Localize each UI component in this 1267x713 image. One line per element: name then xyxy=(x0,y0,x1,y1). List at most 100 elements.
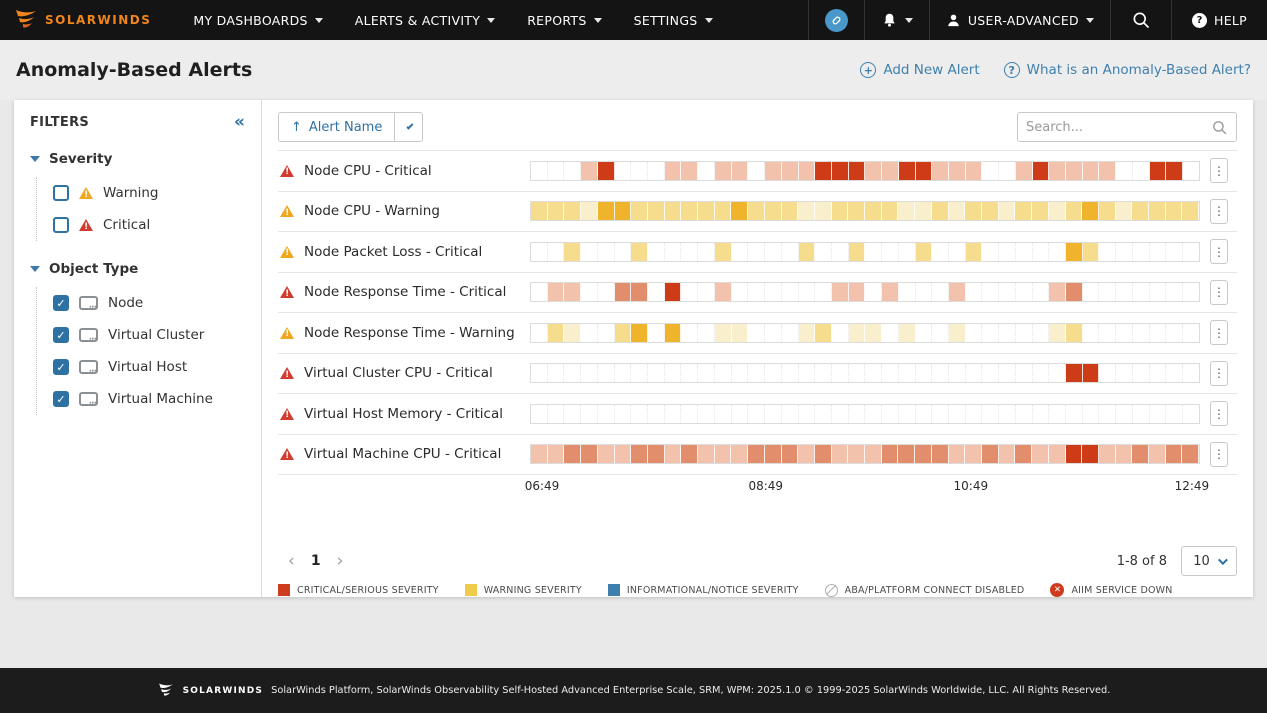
heatmap-cell xyxy=(664,161,682,180)
heatmap-cell xyxy=(698,364,715,383)
heatmap-cell xyxy=(597,445,615,464)
solarwinds-footer-logo-icon xyxy=(158,683,173,696)
help-button[interactable]: ? HELP xyxy=(1171,0,1267,40)
checkbox[interactable] xyxy=(53,185,69,201)
anomaly-heatmap[interactable] xyxy=(530,444,1200,465)
heatmap-cell xyxy=(781,202,799,221)
filter-node[interactable]: Node xyxy=(53,287,245,319)
heatmap-cell xyxy=(982,283,1000,302)
heatmap-cell xyxy=(799,404,816,423)
heatmap-cell xyxy=(815,323,832,342)
heatmap-cell xyxy=(715,404,732,423)
heatmap-cell xyxy=(1065,202,1083,221)
nav-settings[interactable]: SETTINGS xyxy=(618,0,729,40)
anomaly-heatmap[interactable] xyxy=(530,241,1200,262)
sort-options-dropdown[interactable] xyxy=(395,112,424,142)
nav-my-dashboards[interactable]: MY DASHBOARDS xyxy=(177,0,338,40)
heatmap-cell xyxy=(982,323,1000,342)
checkbox[interactable] xyxy=(53,391,69,407)
heatmap-cell xyxy=(949,242,966,261)
checkbox[interactable] xyxy=(53,327,69,343)
alert-name[interactable]: Virtual Machine CPU - Critical xyxy=(304,446,502,463)
heatmap-cell xyxy=(1083,283,1100,302)
sort-alert-name-button[interactable]: ↑ Alert Name xyxy=(278,112,396,142)
filter-warning[interactable]: Warning xyxy=(53,177,245,209)
next-page-button[interactable]: › xyxy=(336,551,344,571)
alert-name[interactable]: Node Response Time - Critical xyxy=(304,284,507,301)
filter-section-object-type-header[interactable]: Object Type xyxy=(30,261,245,277)
row-menu-button[interactable]: ⋮ xyxy=(1210,441,1228,467)
anomaly-heatmap[interactable] xyxy=(530,201,1200,222)
what-is-anomaly-alert-link[interactable]: ? What is an Anomaly-Based Alert? xyxy=(1003,62,1251,78)
heatmap-cell xyxy=(765,323,782,342)
row-menu-button[interactable]: ⋮ xyxy=(1210,198,1228,224)
anomaly-heatmap[interactable] xyxy=(530,322,1200,343)
heatmap-cell xyxy=(915,161,933,180)
collapse-panel-icon[interactable]: « xyxy=(234,112,245,132)
row-menu-button[interactable]: ⋮ xyxy=(1210,239,1228,265)
row-menu-button[interactable]: ⋮ xyxy=(1210,360,1228,386)
filter-virtual-cluster[interactable]: Virtual Cluster xyxy=(53,319,245,351)
heatmap-cell xyxy=(665,404,682,423)
solarwinds-logo[interactable]: SOLARWINDS xyxy=(14,9,151,31)
filter-critical[interactable]: Critical xyxy=(53,209,245,241)
user-menu[interactable]: USER-ADVANCED xyxy=(928,0,1110,40)
anomaly-heatmap[interactable] xyxy=(530,160,1200,181)
heatmap-cell xyxy=(531,323,548,342)
nav-reports[interactable]: REPORTS xyxy=(511,0,617,40)
checkbox[interactable] xyxy=(53,295,69,311)
alert-row: Node CPU - Warning ⋮ xyxy=(278,192,1237,232)
alert-row: Node Response Time - Critical ⋮ xyxy=(278,273,1237,313)
page-number[interactable]: 1 xyxy=(310,553,321,569)
chevron-down-icon xyxy=(704,17,713,23)
heatmap-cell xyxy=(965,242,983,261)
results-range: 1-8 of 8 xyxy=(1116,553,1167,569)
heatmap-cell xyxy=(597,202,615,221)
heatmap-cell xyxy=(865,364,883,383)
search-button[interactable] xyxy=(1110,0,1171,40)
heatmap-cell xyxy=(999,364,1016,383)
nav-alerts-activity[interactable]: ALERTS & ACTIVITY xyxy=(339,0,511,40)
heatmap-cell xyxy=(714,283,732,302)
alert-name[interactable]: Node CPU - Critical xyxy=(304,162,432,179)
heatmap-cell xyxy=(782,242,799,261)
add-new-alert-link[interactable]: + Add New Alert xyxy=(860,62,980,78)
row-menu-button[interactable]: ⋮ xyxy=(1210,158,1228,184)
alert-name[interactable]: Node CPU - Warning xyxy=(304,203,440,220)
filter-section-severity-header[interactable]: Severity xyxy=(30,151,245,167)
heatmap-cell xyxy=(849,404,866,423)
filter-virtual-host[interactable]: Virtual Host xyxy=(53,351,245,383)
row-menu-button[interactable]: ⋮ xyxy=(1210,320,1228,346)
anomaly-heatmap[interactable] xyxy=(530,282,1200,303)
legend-aba-disabled: ABA/PLATFORM CONNECT DISABLED xyxy=(824,583,1025,597)
anomaly-heatmap[interactable] xyxy=(530,403,1200,424)
alert-name[interactable]: Node Packet Loss - Critical xyxy=(304,243,483,260)
row-menu-button[interactable]: ⋮ xyxy=(1210,279,1228,305)
alert-name[interactable]: Virtual Cluster CPU - Critical xyxy=(304,365,493,382)
checkbox[interactable] xyxy=(53,359,69,375)
heatmap-cell xyxy=(564,202,582,221)
alert-row: Virtual Machine CPU - Critical ⋮ xyxy=(278,435,1237,475)
heatmap-cell xyxy=(1049,242,1066,261)
heatmap-cell xyxy=(531,445,548,464)
row-menu-button[interactable]: ⋮ xyxy=(1210,401,1228,427)
heatmap-cell xyxy=(915,242,933,261)
heatmap-cell xyxy=(916,364,933,383)
assist-button[interactable] xyxy=(807,0,864,40)
heatmap-cell xyxy=(781,445,799,464)
page-size-select[interactable]: 10 xyxy=(1181,546,1237,576)
heatmap-cell xyxy=(731,445,749,464)
search-input[interactable] xyxy=(1026,119,1211,135)
heatmap-cell xyxy=(748,445,765,464)
filter-virtual-machine[interactable]: Virtual Machine xyxy=(53,383,245,415)
alert-name[interactable]: Node Response Time - Warning xyxy=(304,324,515,341)
checkbox[interactable] xyxy=(53,217,69,233)
alert-name[interactable]: Virtual Host Memory - Critical xyxy=(304,405,504,422)
prev-page-button[interactable]: ‹ xyxy=(288,551,295,571)
notifications-button[interactable] xyxy=(863,0,929,40)
heatmap-cell xyxy=(731,161,749,180)
heatmap-cell xyxy=(765,161,782,180)
anomaly-heatmap[interactable] xyxy=(530,363,1200,384)
heatmap-cell xyxy=(1150,242,1167,261)
heatmap-cell xyxy=(714,202,732,221)
